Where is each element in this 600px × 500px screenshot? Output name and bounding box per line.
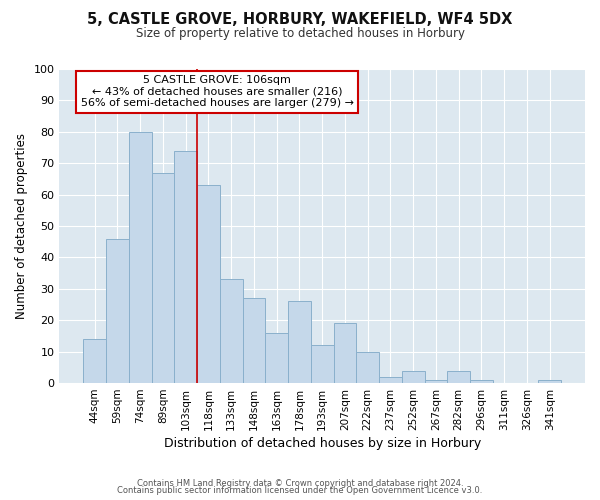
Bar [242, 298, 265, 383]
Bar [379, 377, 402, 383]
Bar [311, 346, 334, 383]
Bar [106, 238, 129, 383]
Bar [402, 370, 425, 383]
Text: Contains public sector information licensed under the Open Government Licence v3: Contains public sector information licen… [118, 486, 482, 495]
Bar [448, 370, 470, 383]
Bar [288, 302, 311, 383]
Bar [83, 339, 106, 383]
Bar [470, 380, 493, 383]
Bar [220, 280, 242, 383]
Text: Size of property relative to detached houses in Horbury: Size of property relative to detached ho… [136, 28, 464, 40]
X-axis label: Distribution of detached houses by size in Horbury: Distribution of detached houses by size … [164, 437, 481, 450]
Bar [129, 132, 152, 383]
Text: Contains HM Land Registry data © Crown copyright and database right 2024.: Contains HM Land Registry data © Crown c… [137, 478, 463, 488]
Bar [334, 324, 356, 383]
Bar [538, 380, 561, 383]
Bar [356, 352, 379, 383]
Y-axis label: Number of detached properties: Number of detached properties [15, 133, 28, 319]
Bar [152, 172, 175, 383]
Text: 5, CASTLE GROVE, HORBURY, WAKEFIELD, WF4 5DX: 5, CASTLE GROVE, HORBURY, WAKEFIELD, WF4… [88, 12, 512, 28]
Bar [175, 150, 197, 383]
Bar [425, 380, 448, 383]
Bar [265, 333, 288, 383]
Text: 5 CASTLE GROVE: 106sqm
← 43% of detached houses are smaller (216)
56% of semi-de: 5 CASTLE GROVE: 106sqm ← 43% of detached… [80, 76, 353, 108]
Bar [197, 185, 220, 383]
